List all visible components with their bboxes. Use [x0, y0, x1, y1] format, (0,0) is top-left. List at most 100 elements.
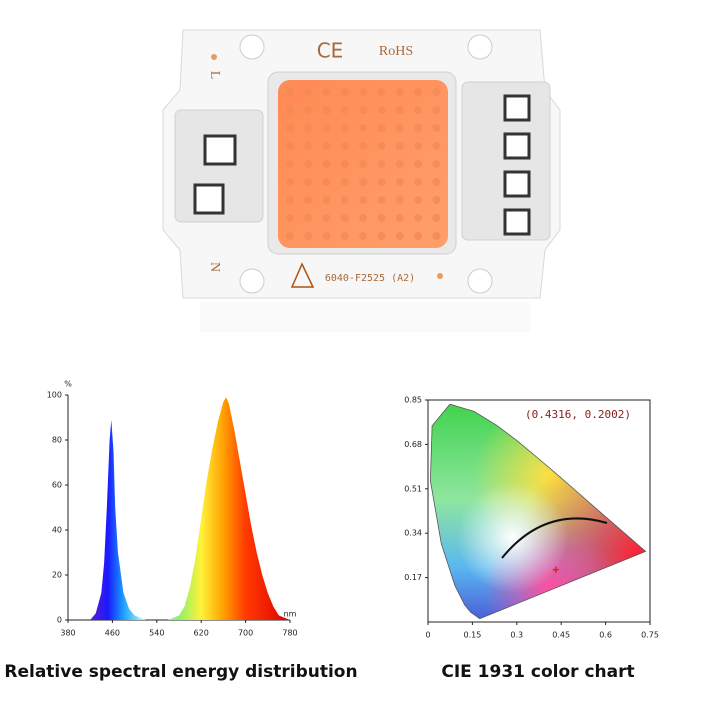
led-dot: [432, 106, 441, 114]
led-dot: [395, 160, 404, 168]
x-tick-label: 620: [194, 629, 209, 638]
led-dot: [322, 106, 331, 114]
led-dot: [377, 160, 386, 168]
led-dot: [395, 142, 404, 150]
led-dot: [322, 88, 331, 96]
led-dot: [304, 178, 313, 186]
led-dot: [322, 124, 331, 132]
led-dot: [359, 160, 368, 168]
led-dot: [377, 106, 386, 114]
led-dot: [359, 142, 368, 150]
led-dot: [359, 178, 368, 186]
led-dot: [340, 214, 349, 222]
plot-frame: [427, 399, 651, 623]
led-dot: [432, 142, 441, 150]
led-dot: [304, 160, 313, 168]
led-dot: [304, 232, 313, 240]
led-dot: [359, 106, 368, 114]
led-dot: [395, 178, 404, 186]
led-dot: [286, 124, 294, 132]
led-dot: [340, 106, 349, 114]
led-dot: [359, 124, 368, 132]
annotation: (0.4316, 0.2002): [525, 408, 631, 421]
led-dot: [414, 196, 423, 204]
led-dot: [432, 214, 441, 222]
led-dot: [395, 88, 404, 96]
led-dot: [340, 124, 349, 132]
model-number: 6040-F2525 (A2): [325, 273, 415, 284]
led-dot: [322, 196, 331, 204]
led-dot: [286, 178, 294, 186]
x-tick-label: 0.15: [463, 631, 481, 640]
led-dot: [304, 106, 313, 114]
led-dot: [395, 196, 404, 204]
led-dot: [432, 178, 441, 186]
terminal-label: L: [207, 71, 222, 80]
led-dot: [414, 232, 423, 240]
led-dot: [304, 142, 313, 150]
led-dot: [304, 124, 313, 132]
x-axis-label: nm: [284, 610, 297, 619]
led-dot: [395, 106, 404, 114]
locus-outline: [429, 403, 647, 620]
led-dot: [286, 232, 294, 240]
y-tick-label: 20: [52, 571, 62, 580]
led-dot: [286, 142, 294, 150]
led-dot: [432, 88, 441, 96]
x-tick-label: 460: [105, 629, 120, 638]
x-tick-label: 0.6: [599, 631, 612, 640]
led-dot: [377, 196, 386, 204]
led-dot: [304, 88, 313, 96]
led-dot: [377, 142, 386, 150]
reflection: [200, 302, 530, 332]
led-dot: [359, 196, 368, 204]
x-tick-label: 0.75: [641, 631, 659, 640]
led-dot: [322, 160, 331, 168]
led-dot: [304, 214, 313, 222]
led-dot: [395, 232, 404, 240]
led-dot: [322, 178, 331, 186]
led-dot: [395, 124, 404, 132]
x-tick-label: 700: [238, 629, 253, 638]
led-dot: [286, 160, 294, 168]
led-dot: [359, 88, 368, 96]
y-tick-label: 60: [52, 481, 62, 490]
led-dot: [414, 160, 423, 168]
chart-caption: CIE 1931 color chart: [441, 662, 634, 682]
led-dot: [432, 196, 441, 204]
y-tick-label: 0.34: [404, 529, 422, 538]
y-tick-label: 40: [52, 526, 62, 535]
led-dot: [377, 88, 386, 96]
led-dot: [304, 196, 313, 204]
led-dot: [377, 232, 386, 240]
led-dot: [432, 160, 441, 168]
led-dot: [322, 214, 331, 222]
led-dot: [286, 106, 294, 114]
x-tick-label: 0.3: [510, 631, 523, 640]
x-tick-label: 780: [282, 629, 297, 638]
led-dot: [414, 142, 423, 150]
led-dot: [359, 232, 368, 240]
y-tick-label: 80: [52, 436, 62, 445]
led-dot: [395, 214, 404, 222]
led-dot: [377, 178, 386, 186]
led-dot: [414, 178, 423, 186]
led-dot: [377, 214, 386, 222]
y-tick-label: 0: [57, 616, 62, 625]
x-tick-label: 0.45: [552, 631, 570, 640]
ce-mark: CE: [317, 39, 344, 63]
led-dot: [359, 214, 368, 222]
led-dot: [377, 124, 386, 132]
led-dot: [432, 124, 441, 132]
y-tick-label: 100: [47, 391, 62, 400]
led-dot: [414, 214, 423, 222]
spectrum-area: [79, 397, 290, 620]
planckian-locus: [501, 517, 608, 559]
led-board: CE RoHS 6040-F2525 (A2) L N: [162, 29, 561, 299]
led-dot: [340, 178, 349, 186]
led-dot: [340, 196, 349, 204]
led-dot: [414, 106, 423, 114]
led-dot: [322, 142, 331, 150]
y-axis-label: %: [64, 380, 72, 389]
